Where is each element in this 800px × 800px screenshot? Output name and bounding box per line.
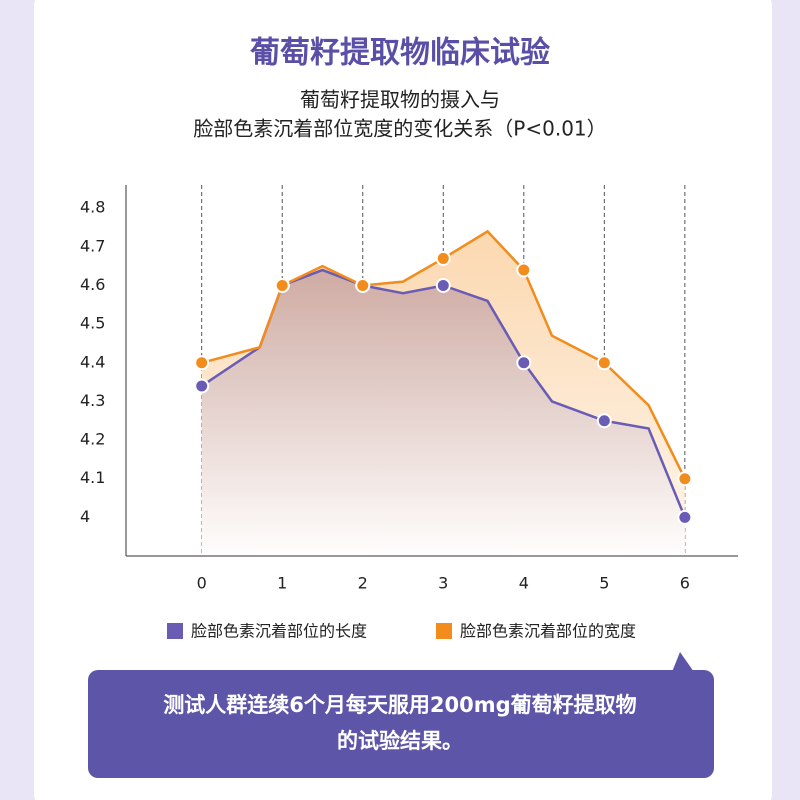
y-tick-label: 4.8: [80, 198, 105, 217]
y-tick-label: 4.2: [80, 430, 105, 449]
marker: [435, 277, 451, 293]
y-tick-label: 4.5: [80, 314, 105, 333]
y-tick-label: 4: [80, 507, 90, 526]
marker: [677, 471, 693, 487]
callout: [88, 670, 714, 778]
marker: [516, 262, 532, 278]
y-tick-label: 4.3: [80, 391, 105, 410]
marker: [596, 413, 612, 429]
annotation: 测试人群连续6个月每天服用200mg葡萄籽提取物: [163, 693, 636, 717]
marker: [677, 509, 693, 525]
legend-label: 脸部色素沉着部位的长度: [191, 622, 367, 641]
chart-title: 葡萄籽提取物临床试验: [250, 36, 550, 71]
marker: [194, 355, 210, 371]
callout-pointer: [672, 652, 694, 672]
marker: [274, 277, 290, 293]
x-tick-label: 6: [680, 574, 690, 593]
plot: 4 4.1 4.2 4.3 4.4 4.5 4.6 4.7 4.8 0 1 2 3 4 5 6 脸部色素沉着部位…: [80, 185, 738, 641]
marker: [194, 378, 210, 394]
annotation: 的试验结果。: [337, 729, 463, 753]
subtitle: 脸部色素沉着部位宽度的变化关系（P<0.01）: [193, 117, 606, 141]
x-tick-label: 1: [277, 574, 287, 593]
marker: [596, 355, 612, 371]
x-tick-label: 0: [197, 574, 207, 593]
subtitle: 葡萄籽提取物的摄入与: [300, 88, 500, 112]
x-tick-label: 5: [599, 574, 609, 593]
x-tick-label: 2: [358, 574, 368, 593]
legend-label: 脸部色素沉着部位的宽度: [460, 622, 636, 641]
y-tick-label: 4.7: [80, 236, 105, 255]
marker: [355, 277, 371, 293]
legend-swatch: [167, 623, 183, 639]
legend-swatch: [436, 623, 452, 639]
x-tick-label: 3: [438, 574, 448, 593]
marker: [516, 355, 532, 371]
y-tick-label: 4.4: [80, 352, 105, 371]
y-tick-label: 4.6: [80, 275, 105, 294]
area: [201, 270, 685, 556]
y-tick-label: 4.1: [80, 468, 105, 487]
marker: [435, 250, 451, 266]
x-tick-label: 4: [519, 574, 529, 593]
